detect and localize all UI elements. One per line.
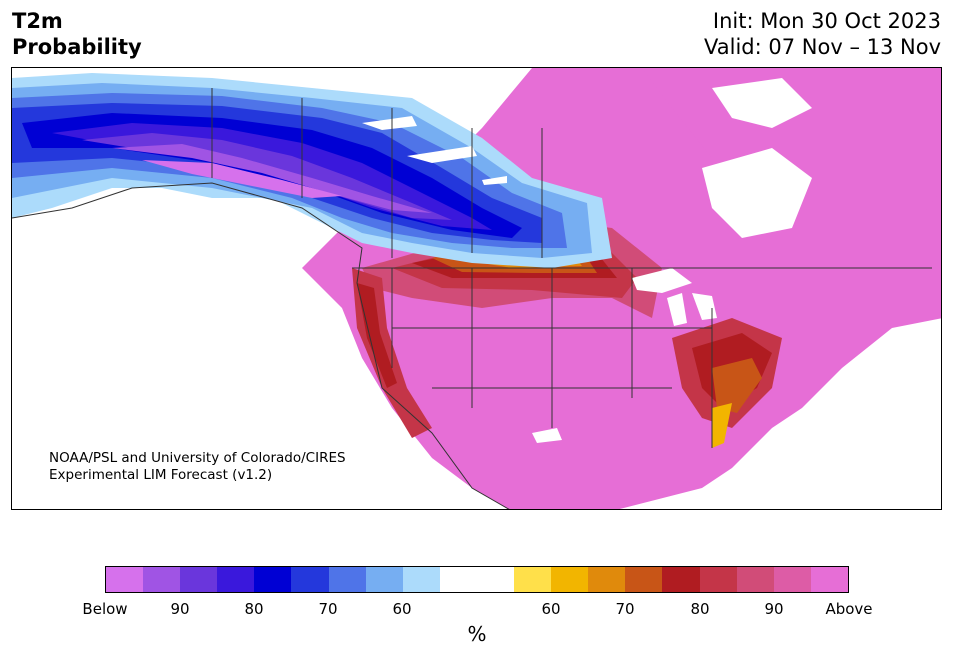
borders (12, 88, 932, 509)
colorbar-tick-label: 90 (170, 600, 190, 618)
probability-map-svg (12, 68, 941, 509)
colorbar-tick-label: 60 (541, 600, 561, 618)
map-title: T2m Probability (12, 8, 142, 60)
title-variable: T2m (12, 9, 63, 33)
colorbar-tick-label: 70 (318, 600, 338, 618)
colorbar-swatch (662, 567, 700, 592)
colorbar-tick-label: Below (82, 600, 128, 618)
colorbar-unit: % (467, 622, 487, 646)
colorbar-swatch (736, 567, 774, 592)
credit-line2: Experimental LIM Forecast (v1.2) (49, 467, 273, 483)
colorbar-swatch (106, 567, 144, 592)
colorbar-tick-label: Above (825, 600, 873, 618)
forecast-dates: Init: Mon 30 Oct 2023 Valid: 07 Nov – 13… (704, 8, 941, 60)
colorbar-tick-label: 80 (690, 600, 710, 618)
colorbar-swatch (365, 567, 403, 592)
colorbar-swatch (699, 567, 737, 592)
init-date: Init: Mon 30 Oct 2023 (712, 9, 941, 33)
colorbar-swatch (810, 567, 848, 592)
colorbar-swatch (217, 567, 255, 592)
colorbar-swatch (551, 567, 589, 592)
colorbar (105, 566, 849, 593)
valid-dates: Valid: 07 Nov – 13 Nov (704, 35, 941, 59)
colorbar-swatch (402, 567, 440, 592)
colorbar-swatch (180, 567, 218, 592)
colorbar-swatch (328, 567, 366, 592)
colorbar-tick-label: 80 (244, 600, 264, 618)
colorbar-tick-label: 70 (615, 600, 635, 618)
colorbar-swatch (439, 567, 477, 592)
forecast-map (11, 67, 942, 510)
credit-line1: NOAA/PSL and University of Colorado/CIRE… (49, 450, 346, 466)
colorbar-tick-label: 90 (764, 600, 784, 618)
credit-text: NOAA/PSL and University of Colorado/CIRE… (49, 450, 346, 484)
colorbar-swatch (254, 567, 292, 592)
colorbar-tick-label: 60 (392, 600, 412, 618)
colorbar-swatch (625, 567, 663, 592)
colorbar-swatch (588, 567, 626, 592)
title-kind: Probability (12, 35, 142, 59)
colorbar-swatch (476, 567, 515, 592)
colorbar-swatch (291, 567, 329, 592)
colorbar-swatch (773, 567, 811, 592)
colorbar-swatch (143, 567, 181, 592)
colorbar-swatch (514, 567, 552, 592)
